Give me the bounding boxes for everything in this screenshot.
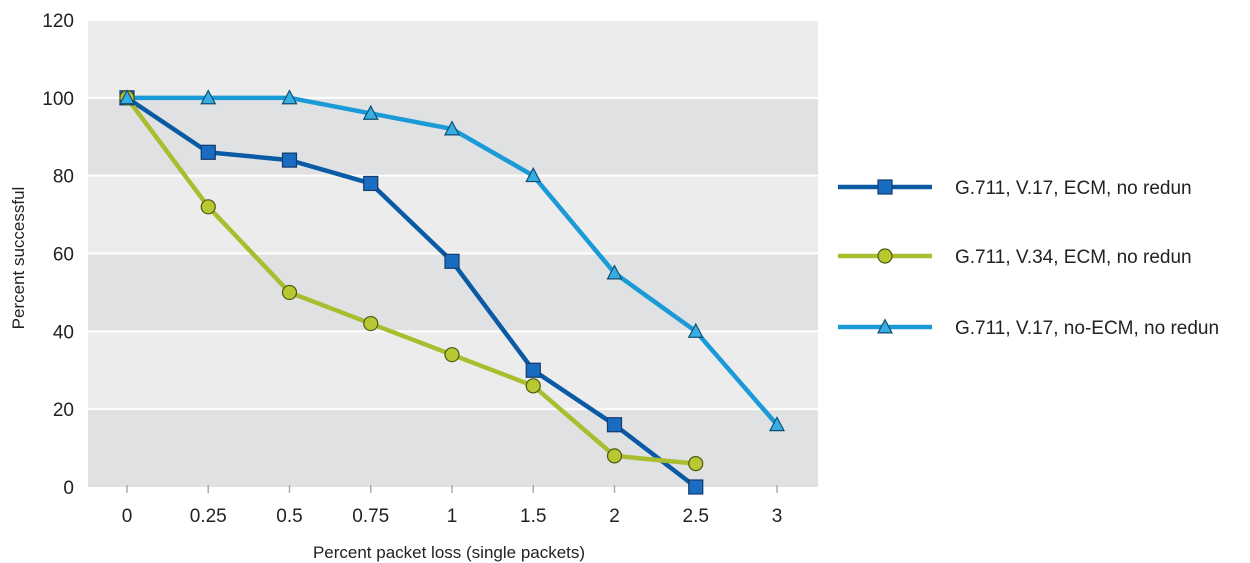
data-point-triangle — [444, 120, 460, 136]
data-point-square — [877, 179, 893, 195]
x-tick-label: 2 — [609, 506, 620, 527]
data-point-circle — [200, 199, 216, 215]
grid-band — [88, 97, 818, 176]
data-point-triangle — [687, 322, 704, 338]
y-axis: 0 20 40 60 80 100 120 — [42, 11, 74, 499]
data-point-square — [606, 417, 623, 433]
legend-label: G.711, V.17, no-ECM, no redun — [955, 318, 1219, 339]
series-markers — [119, 89, 785, 495]
x-tick-label: 1.5 — [520, 506, 546, 527]
y-tick-label: 80 — [53, 167, 74, 188]
y-tick-label: 40 — [53, 322, 74, 343]
series-line — [124, 95, 698, 490]
data-point-square — [444, 253, 460, 269]
y-tick-label: 120 — [42, 11, 74, 32]
data-point-square — [688, 479, 704, 495]
y-tick-label: 0 — [63, 478, 74, 499]
plot-background — [88, 19, 818, 487]
data-point-square — [281, 152, 298, 168]
y-tick-label: 100 — [42, 89, 74, 110]
grid-band — [88, 331, 818, 410]
data-point-triangle — [606, 264, 623, 280]
legend: G.711, V.17, ECM, no redun G.711, V.34, E… — [838, 178, 1219, 339]
x-tick-label: 0.25 — [190, 506, 227, 527]
data-point-square — [363, 175, 379, 192]
data-point-square — [200, 144, 216, 160]
x-tick-label: 0 — [122, 506, 133, 527]
y-axis-title: Percent successful — [9, 187, 28, 330]
grid-band — [88, 409, 818, 487]
data-point-triangle — [769, 416, 785, 432]
grid-band — [88, 175, 818, 254]
x-tick-label: 2.5 — [683, 506, 709, 527]
grid-band — [88, 20, 818, 98]
data-point-triangle — [119, 89, 135, 105]
data-point-circle — [877, 248, 893, 264]
x-axis: 0 0.25 0.5 0.75 1 1.5 2 2.5 3 — [122, 485, 783, 527]
data-point-circle — [688, 456, 704, 472]
y-tick-label: 60 — [53, 245, 74, 266]
x-tick-label: 0.5 — [276, 506, 302, 527]
x-axis-title: Percent packet loss (single packets) — [313, 543, 585, 562]
y-tick-label: 20 — [53, 400, 74, 421]
data-point-circle — [363, 315, 379, 332]
data-point-triangle — [525, 167, 542, 183]
x-tick-label: 0.75 — [352, 506, 389, 527]
data-point-triangle — [362, 104, 379, 120]
data-point-circle — [606, 448, 623, 464]
x-tick-label: 3 — [772, 506, 783, 527]
x-tick-label: 1 — [447, 506, 458, 527]
data-point-circle — [281, 284, 298, 301]
series-line — [124, 95, 698, 466]
data-point-square — [525, 362, 541, 378]
data-point-triangle — [200, 89, 217, 105]
data-point-circle — [525, 378, 541, 394]
data-point-triangle — [281, 89, 298, 105]
legend-label: G.711, V.17, ECM, no redun — [955, 178, 1192, 199]
legend-label: G.711, V.34, ECM, no redun — [955, 247, 1192, 268]
data-point-circle — [444, 347, 460, 363]
data-point-triangle — [877, 318, 893, 334]
